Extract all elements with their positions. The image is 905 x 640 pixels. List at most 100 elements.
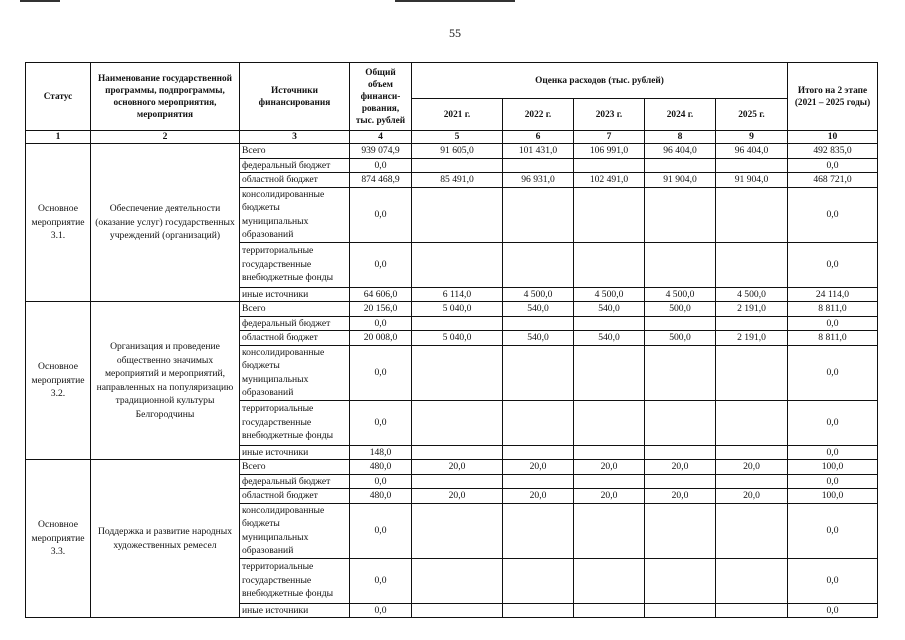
- table-row: Основное мероприятие 3.2. Организация и п…: [25, 301, 878, 460]
- value-cell: 20,0: [644, 459, 716, 475]
- value-cell: 939 074,9: [349, 143, 412, 159]
- value-cell: 0,0: [349, 186, 412, 243]
- value-cell: [715, 502, 788, 559]
- value-cell: [715, 157, 788, 173]
- table-row: консолидированные бюджеты муниципальных …: [26, 502, 878, 559]
- value-cell: 540,0: [502, 301, 574, 317]
- value-cell: [715, 444, 788, 460]
- value-cell: [573, 502, 645, 559]
- value-cell: 500,0: [644, 330, 716, 346]
- value-cell: 106 991,0: [573, 143, 645, 159]
- value-cell: 0,0: [349, 344, 412, 401]
- value-cell: [573, 157, 645, 173]
- table-row: федеральный бюджет 0,0 0,0: [26, 473, 878, 489]
- budget-table: Статус Наименование государственной прог…: [25, 62, 878, 618]
- status-cell: Основное мероприятие 3.3.: [25, 459, 91, 618]
- value-cell: 20 008,0: [349, 330, 412, 346]
- value-cell: [502, 344, 574, 401]
- value-cell: 96 404,0: [715, 143, 788, 159]
- source-cell: федеральный бюджет: [239, 157, 350, 173]
- value-cell: 0,0: [787, 315, 878, 331]
- value-cell: 20,0: [502, 459, 574, 475]
- value-cell: 91 605,0: [411, 143, 503, 159]
- source-cell: иные источники: [239, 444, 350, 460]
- value-cell: 101 431,0: [502, 143, 574, 159]
- source-cell: Всего: [239, 459, 350, 475]
- source-cell: Всего: [239, 301, 350, 317]
- value-cell: [573, 473, 645, 489]
- table-row: иные источники 0,0 0,0: [26, 602, 878, 618]
- header-year: 2025 г.: [715, 98, 788, 131]
- value-cell: 96 931,0: [502, 172, 574, 188]
- value-cell: [644, 344, 716, 401]
- value-cell: 148,0: [349, 444, 412, 460]
- column-number: 6: [502, 130, 574, 144]
- source-cell: иные источники: [239, 602, 350, 618]
- value-cell: 0,0: [787, 399, 878, 446]
- column-number: 7: [573, 130, 645, 144]
- measure-name-cell: Обеспечение деятельности (оказание услуг…: [90, 143, 240, 302]
- value-cell: 0,0: [787, 557, 878, 604]
- source-cell: иные источники: [239, 286, 350, 302]
- value-cell: 0,0: [349, 557, 412, 604]
- value-cell: 100,0: [787, 488, 878, 504]
- value-cell: 0,0: [787, 241, 878, 288]
- value-cell: 20,0: [644, 488, 716, 504]
- value-cell: 0,0: [787, 157, 878, 173]
- value-cell: 874 468,9: [349, 172, 412, 188]
- value-cell: 480,0: [349, 488, 412, 504]
- value-cell: [644, 502, 716, 559]
- value-cell: [411, 186, 503, 243]
- value-cell: 0,0: [349, 315, 412, 331]
- value-cell: 20,0: [411, 459, 503, 475]
- value-cell: [573, 315, 645, 331]
- header-year: 2021 г.: [411, 98, 503, 131]
- value-cell: [644, 473, 716, 489]
- value-cell: 20,0: [411, 488, 503, 504]
- value-cell: [411, 344, 503, 401]
- value-cell: [502, 444, 574, 460]
- value-cell: 0,0: [349, 502, 412, 559]
- table-row: территориальные государственные внебюдже…: [26, 399, 878, 446]
- value-cell: [502, 473, 574, 489]
- source-cell: областной бюджет: [239, 488, 350, 504]
- source-cell: территориальные государственные внебюдже…: [239, 241, 350, 288]
- value-cell: 0,0: [349, 602, 412, 618]
- value-cell: [411, 473, 503, 489]
- source-cell: территориальные государственные внебюдже…: [239, 399, 350, 446]
- value-cell: 8 811,0: [787, 330, 878, 346]
- table-row: территориальные государственные внебюдже…: [26, 241, 878, 288]
- status-cell: Основное мероприятие 3.2.: [25, 301, 91, 460]
- value-cell: 0,0: [787, 473, 878, 489]
- source-cell: федеральный бюджет: [239, 473, 350, 489]
- header-sources: Источники финансирования: [239, 62, 350, 131]
- value-cell: [715, 315, 788, 331]
- source-cell: Всего: [239, 143, 350, 159]
- value-cell: 4 500,0: [502, 286, 574, 302]
- value-cell: [644, 241, 716, 288]
- value-cell: [411, 241, 503, 288]
- status-cell: Основное мероприятие 3.1.: [25, 143, 91, 302]
- value-cell: 20,0: [715, 488, 788, 504]
- value-cell: [502, 502, 574, 559]
- value-cell: [573, 186, 645, 243]
- header-estimate: Оценка расходов (тыс. рублей): [411, 62, 788, 99]
- table-row: областной бюджет 20 008,0 5 040,0 540,0 540,…: [26, 330, 878, 346]
- value-cell: [715, 241, 788, 288]
- value-cell: [411, 502, 503, 559]
- scan-artifact: [20, 0, 60, 2]
- table-row: иные источники 148,0 0,0: [26, 444, 878, 460]
- value-cell: 20,0: [573, 488, 645, 504]
- table-row: областной бюджет 480,0 20,0 20,0 20,0 20,0 20,…: [26, 488, 878, 504]
- value-cell: [502, 315, 574, 331]
- value-cell: [573, 241, 645, 288]
- value-cell: 4 500,0: [715, 286, 788, 302]
- column-number: 3: [239, 130, 350, 144]
- value-cell: [644, 557, 716, 604]
- source-cell: территориальные государственные внебюдже…: [239, 557, 350, 604]
- value-cell: 492 835,0: [787, 143, 878, 159]
- column-number: 9: [715, 130, 788, 144]
- value-cell: [411, 444, 503, 460]
- column-number: 2: [90, 130, 240, 144]
- value-cell: 20 156,0: [349, 301, 412, 317]
